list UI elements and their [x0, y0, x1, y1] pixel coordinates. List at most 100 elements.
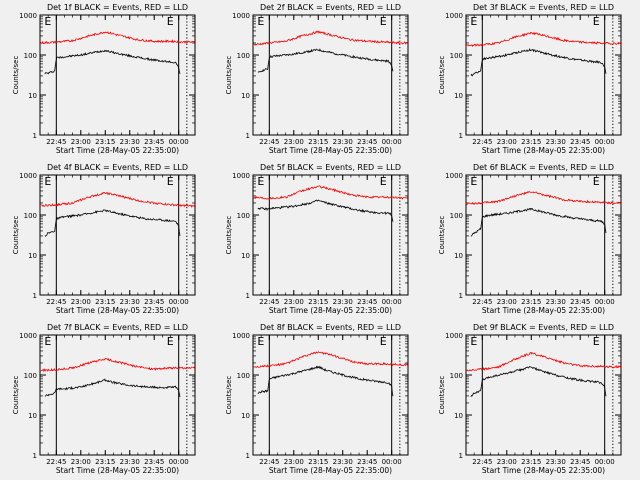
x-tick-label: 23:00: [284, 138, 304, 146]
y-tick-label: 10: [28, 252, 37, 260]
y-axis-label: Counts/sec: [12, 376, 20, 415]
plot-frame: [465, 334, 622, 456]
x-tick-label: 00:00: [382, 458, 402, 466]
y-tick-label: 10: [241, 92, 250, 100]
x-tick-label: 23:45: [144, 458, 164, 466]
x-tick-label: 23:45: [357, 458, 377, 466]
x-tick-label: 23:15: [95, 138, 115, 146]
chart-panel-6: Det 6f BLACK = Events, RED = LLD 1 10 100 10…: [438, 163, 622, 315]
chart-panel-9: Det 9f BLACK = Events, RED = LLD 1 10 100 10…: [438, 323, 622, 475]
series-events-line: [44, 49, 181, 75]
series-lld-line: [39, 31, 196, 45]
chart-title: Det 9f BLACK = Events, RED = LLD: [473, 323, 614, 332]
y-tick-label: 10: [454, 412, 463, 420]
x-tick-label: 23:15: [308, 138, 328, 146]
x-tick-label: 23:30: [546, 298, 566, 306]
y-tick-label: 10: [241, 412, 250, 420]
time-marker-label: E: [380, 175, 387, 188]
x-tick-label: 23:30: [120, 458, 140, 466]
y-tick-label: 1000: [445, 172, 463, 180]
y-axis-label: Counts/sec: [225, 56, 233, 95]
x-tick-label: 22:45: [472, 458, 492, 466]
x-tick-label: 23:45: [570, 298, 590, 306]
x-axis-label: Start Time (28-May-05 22:35:00): [482, 466, 605, 475]
x-axis-label: Start Time (28-May-05 22:35:00): [269, 466, 392, 475]
time-marker-label: E: [593, 335, 600, 348]
chart-panel-5: Det 5f BLACK = Events, RED = LLD 1 10 100 10…: [225, 163, 409, 315]
y-tick-label: 10: [28, 412, 37, 420]
y-tick-label: 100: [450, 372, 463, 380]
time-marker-label: E: [470, 15, 477, 28]
y-tick-label: 1000: [19, 12, 37, 20]
y-tick-label: 100: [24, 372, 37, 380]
x-tick-label: 00:00: [382, 138, 402, 146]
x-tick-label: 22:45: [472, 138, 492, 146]
series-lld-line: [252, 185, 409, 200]
x-tick-label: 22:45: [259, 458, 279, 466]
x-tick-label: 22:45: [46, 298, 66, 306]
plot-frame: [465, 174, 622, 296]
y-tick-label: 1000: [232, 172, 250, 180]
y-tick-label: 1000: [232, 12, 250, 20]
series-lld-line: [252, 351, 409, 368]
x-tick-label: 00:00: [169, 138, 189, 146]
x-tick-label: 23:30: [546, 458, 566, 466]
time-marker-label: E: [257, 15, 264, 28]
x-tick-label: 23:00: [284, 298, 304, 306]
y-tick-label: 1: [459, 132, 463, 140]
x-axis-label: Start Time (28-May-05 22:35:00): [269, 146, 392, 155]
x-tick-label: 22:45: [259, 298, 279, 306]
time-marker-label: E: [593, 175, 600, 188]
y-axis-label: Counts/sec: [225, 376, 233, 415]
y-axis-label: Counts/sec: [12, 216, 20, 255]
y-tick-label: 1000: [232, 332, 250, 340]
chart-panel-1: Det 1f BLACK = Events, RED = LLD 1 10 100 10…: [12, 3, 196, 155]
x-tick-label: 23:00: [284, 458, 304, 466]
chart-title: Det 6f BLACK = Events, RED = LLD: [473, 163, 614, 172]
series-lld-line: [39, 191, 196, 208]
x-tick-label: 00:00: [595, 458, 615, 466]
y-tick-label: 1000: [445, 332, 463, 340]
x-tick-label: 00:00: [169, 458, 189, 466]
chart-panel-2: Det 2f BLACK = Events, RED = LLD 1 10 100 10…: [225, 3, 409, 155]
x-axis-label: Start Time (28-May-05 22:35:00): [269, 306, 392, 315]
y-tick-label: 100: [237, 212, 250, 220]
y-tick-label: 10: [28, 92, 37, 100]
x-tick-label: 23:00: [497, 458, 517, 466]
y-tick-label: 1000: [445, 12, 463, 20]
x-tick-label: 23:30: [120, 138, 140, 146]
y-tick-label: 1: [33, 292, 37, 300]
x-axis-label: Start Time (28-May-05 22:35:00): [482, 146, 605, 155]
chart-title: Det 1f BLACK = Events, RED = LLD: [47, 3, 188, 12]
y-tick-label: 1000: [19, 332, 37, 340]
time-marker-label: E: [44, 15, 51, 28]
x-tick-label: 00:00: [595, 138, 615, 146]
series-events-line: [470, 207, 607, 237]
y-tick-label: 10: [241, 252, 250, 260]
y-tick-label: 100: [450, 212, 463, 220]
series-lld-line: [465, 191, 622, 206]
x-axis-label: Start Time (28-May-05 22:35:00): [482, 306, 605, 315]
plot-frame: [252, 174, 409, 296]
series-events-line: [257, 365, 394, 397]
y-axis-label: Counts/sec: [438, 216, 446, 255]
time-marker-label: E: [470, 335, 477, 348]
y-tick-label: 100: [24, 212, 37, 220]
time-marker-label: E: [44, 335, 51, 348]
y-tick-label: 100: [450, 52, 463, 60]
chart-panel-7: Det 7f BLACK = Events, RED = LLD 1 10 100 10…: [12, 323, 196, 475]
plot-frame: [39, 174, 196, 296]
plot-frame: [252, 14, 409, 136]
x-tick-label: 00:00: [169, 298, 189, 306]
x-tick-label: 23:30: [333, 138, 353, 146]
series-lld-line: [465, 31, 622, 48]
x-tick-label: 23:45: [144, 138, 164, 146]
plot-frame: [39, 14, 196, 136]
x-tick-label: 00:00: [382, 298, 402, 306]
x-axis-label: Start Time (28-May-05 22:35:00): [56, 146, 179, 155]
series-lld-line: [252, 30, 409, 46]
chart-panel-3: Det 3f BLACK = Events, RED = LLD 1 10 100 10…: [438, 3, 622, 155]
x-axis-label: Start Time (28-May-05 22:35:00): [56, 306, 179, 315]
x-tick-label: 22:45: [46, 138, 66, 146]
x-tick-label: 23:45: [570, 458, 590, 466]
